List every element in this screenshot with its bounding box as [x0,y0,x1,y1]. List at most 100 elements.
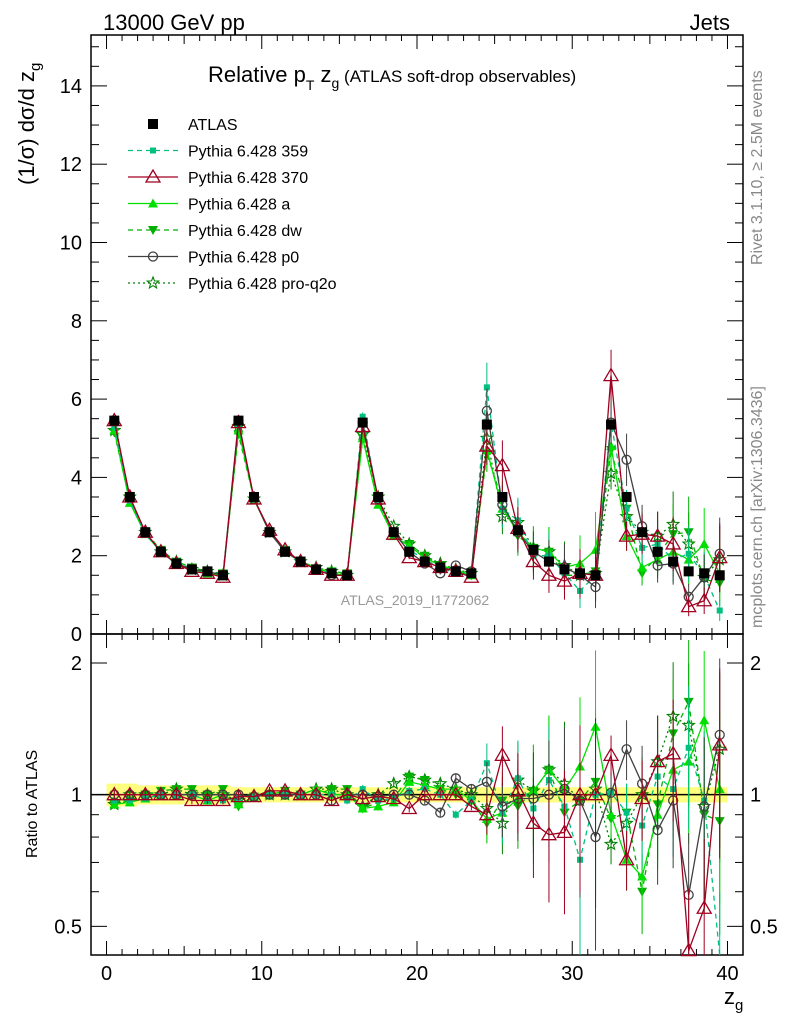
data-point [168,786,185,801]
header-left: 13000 GeV pp [103,10,245,35]
legend-label: ATLAS [188,117,238,134]
data-point [481,776,493,787]
data-point [652,824,663,836]
data-point [357,417,368,428]
svg-text:zg: zg [724,984,743,1014]
data-point [463,798,480,813]
data-point [447,786,464,801]
data-point [668,556,679,567]
ratio-y-tick-label: 1 [71,785,82,807]
data-point [385,790,402,805]
legend-marker [144,168,162,183]
data-point [323,792,340,807]
data-point [602,747,620,762]
data-point [685,744,692,751]
data-point [478,806,495,821]
data-point [359,786,366,793]
data-point [435,807,446,818]
series-line [113,387,721,611]
x-axis-label: zg [724,984,743,1014]
data-point [699,538,710,548]
data-point [359,413,366,420]
data-point [512,525,523,536]
data-point [699,568,710,579]
data-point [386,776,401,790]
data-point [606,419,617,430]
legend-label: Pythia 6.428 p0 [188,250,299,267]
data-point [230,788,247,803]
ratio-y-tick-label-right: 0.5 [750,916,778,938]
series-line [113,410,721,599]
main-ylabel: (1/σ) dσ/d zg [14,63,44,185]
x-tick-label: 10 [251,963,273,985]
data-point [342,570,353,581]
data-point [307,786,325,801]
series-line [114,734,721,896]
rivet-label: Rivet 3.1.10, ≥ 2.5M events [749,70,766,265]
data-point [618,527,635,542]
ratio-ylabel: Ratio to ATLAS [24,750,41,858]
data-point [466,783,477,795]
data-point [623,505,630,512]
legend-label: Pythia 6.428 dw [188,223,302,240]
data-point [556,824,573,839]
data-point [606,809,617,819]
x-tick-label: 40 [716,963,738,985]
data-point [344,797,351,804]
series-line [114,717,721,878]
legend-item-p359: Pythia 6.428 359 [128,144,308,161]
series-line [114,699,720,892]
data-point [404,789,415,800]
data-point [621,491,632,502]
series-p359 [111,362,723,622]
data-point [525,815,542,829]
data-point [264,527,275,538]
x-tick-label: 0 [101,963,112,985]
data-point [605,787,617,798]
data-point [421,786,428,793]
data-point [637,562,648,572]
data-point [481,419,492,430]
data-point [696,592,713,607]
data-point [370,788,387,803]
data-point [587,786,604,801]
data-point [665,745,682,760]
data-point [621,454,632,465]
svg-text:Relative pT zg (ATLAS soft-dro: Relative pT zg (ATLAS soft-drop observab… [208,62,576,93]
legend: ATLAS Pythia 6.428 359 Pythia 6.428 370 Pyt… [128,117,337,293]
series-pa-ratio [109,650,725,919]
data-point [603,836,619,851]
data-point [109,415,120,426]
main-panel: 0 2 4 6 8 10 12 14 [60,34,744,646]
data-point [432,786,449,801]
series-line [113,375,721,608]
series-pp0-ratio [109,658,725,955]
y-tick-label: 2 [71,546,82,568]
data-point [155,546,166,557]
data-point [649,753,666,768]
data-point [528,544,539,555]
data-point [186,564,197,575]
data-point [152,786,169,801]
data-point [419,556,430,567]
legend-marker [150,147,156,154]
data-point [543,556,554,567]
legend-marker [148,198,158,208]
x-tick-label: 20 [406,963,428,985]
data-point [509,782,527,797]
data-point [276,782,294,797]
y-tick-label: 14 [60,76,82,98]
legend-item-atlas: ATLAS [148,117,238,134]
data-point [295,556,306,567]
mcplots-label: mcplots.cern.ch [arXiv:1306.3436] [749,386,766,628]
data-point [126,797,133,804]
chart-title: Relative pT zg (ATLAS soft-drop observab… [208,62,576,93]
data-point [714,570,725,581]
data-point [711,549,728,564]
legend-marker [147,251,159,262]
data-point [214,792,232,807]
data-point [685,550,692,557]
data-point [652,560,663,571]
data-point [202,566,213,577]
